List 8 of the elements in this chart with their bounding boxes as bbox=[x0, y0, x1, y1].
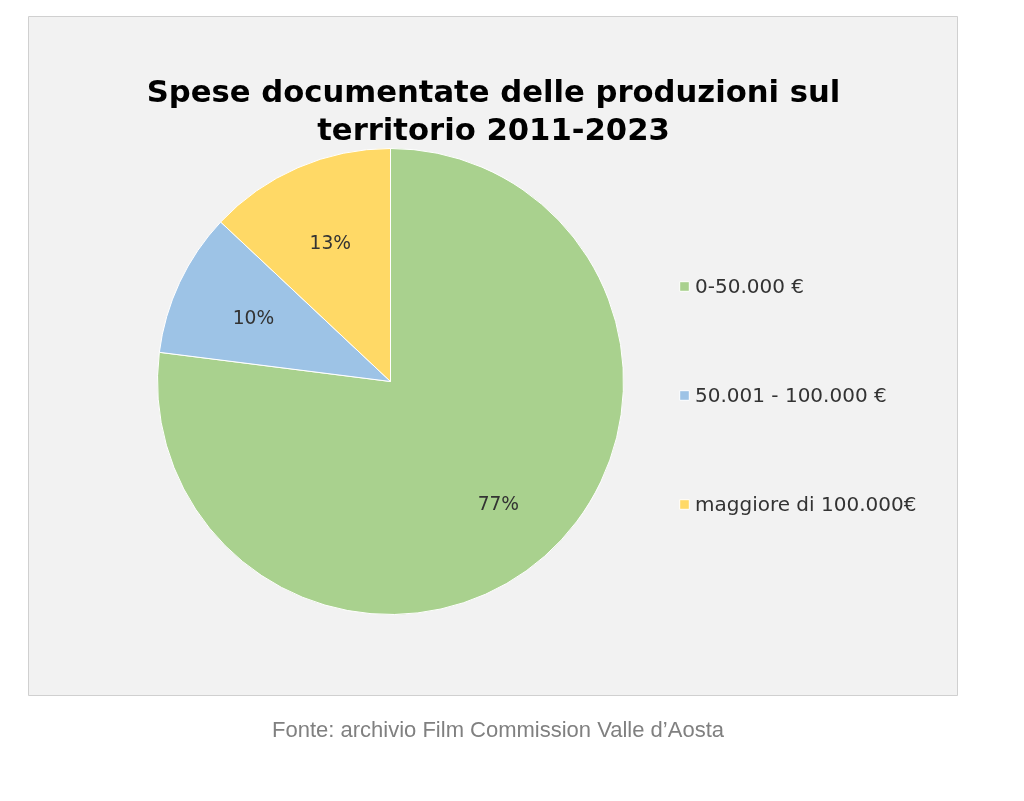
legend-label: 50.001 - 100.000 € bbox=[695, 383, 887, 407]
chart-title: Spese documentate delle produzioni sul territorio 2011-2023 bbox=[146, 74, 841, 147]
data-label: 10% bbox=[232, 306, 275, 328]
legend-label: maggiore di 100.000€ bbox=[695, 492, 917, 516]
legend-label: 0-50.000 € bbox=[695, 274, 805, 298]
data-label: 13% bbox=[309, 232, 352, 254]
data-label: 77% bbox=[477, 493, 520, 515]
source-note: Fonte: archivio Film Commission Valle d’Aosta bbox=[272, 716, 724, 744]
